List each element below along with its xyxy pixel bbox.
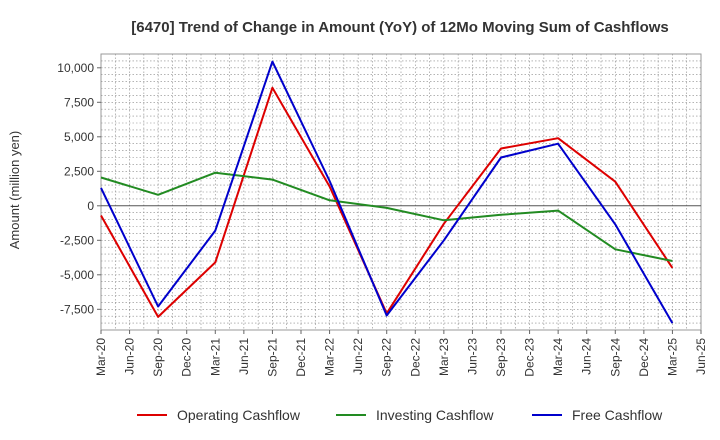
x-tick-label: Sep-21	[265, 338, 279, 377]
y-axis-label: Amount (million yen)	[7, 131, 22, 250]
x-tick-label: Dec-22	[408, 338, 422, 377]
x-tick-label: Mar-21	[208, 338, 222, 376]
series-line-free-cashflow	[100, 60, 674, 324]
series-lines	[100, 60, 674, 324]
y-tick-label: -2,500	[60, 233, 94, 247]
legend-label-investing-cashflow: Investing Cashflow	[376, 407, 494, 423]
x-tick-label: Dec-23	[523, 338, 537, 377]
x-tick-label: Sep-24	[608, 338, 622, 377]
x-tick-label: Jun-21	[237, 338, 251, 375]
y-tick-label: 7,500	[64, 95, 94, 109]
y-tick-label: 10,000	[57, 61, 94, 75]
x-tick-label: Mar-22	[323, 338, 337, 376]
legend-label-free-cashflow: Free Cashflow	[572, 407, 663, 423]
x-tick-label: Jun-25	[694, 338, 708, 375]
x-tick-label: Sep-22	[380, 338, 394, 377]
x-tick-label: Mar-20	[94, 338, 108, 376]
x-tick-label: Jun-23	[465, 338, 479, 375]
y-tick-label: -7,500	[60, 302, 94, 316]
y-tick-label: -5,000	[60, 268, 94, 282]
x-tick-label: Sep-20	[151, 338, 165, 377]
x-tick-label: Sep-23	[494, 338, 508, 377]
chart-title: [6470] Trend of Change in Amount (YoY) o…	[131, 19, 669, 36]
legend-label-operating-cashflow: Operating Cashflow	[177, 407, 301, 423]
x-tick-label: Mar-25	[665, 338, 679, 376]
x-tick-label: Jun-20	[123, 338, 137, 375]
series-line-investing-cashflow	[100, 171, 673, 262]
x-tick-label: Dec-24	[637, 338, 651, 377]
axes: 10,000 7,500 5,000 2,500 0 -2,500 -5,000 -7,500…	[57, 61, 708, 377]
x-tick-label: Mar-24	[551, 338, 565, 376]
legend: Operating Cashflow Investing Cashflow Free…	[137, 407, 663, 423]
x-tick-label: Dec-20	[180, 338, 194, 377]
y-tick-label: 2,500	[64, 164, 94, 178]
y-tick-label: 5,000	[64, 130, 94, 144]
x-tick-label: Dec-21	[294, 338, 308, 377]
y-tick-label: 0	[87, 199, 94, 213]
x-tick-label: Mar-23	[437, 338, 451, 376]
x-tick-label: Jun-24	[580, 338, 594, 375]
x-tick-label: Jun-22	[351, 338, 365, 375]
grid	[100, 53, 702, 331]
